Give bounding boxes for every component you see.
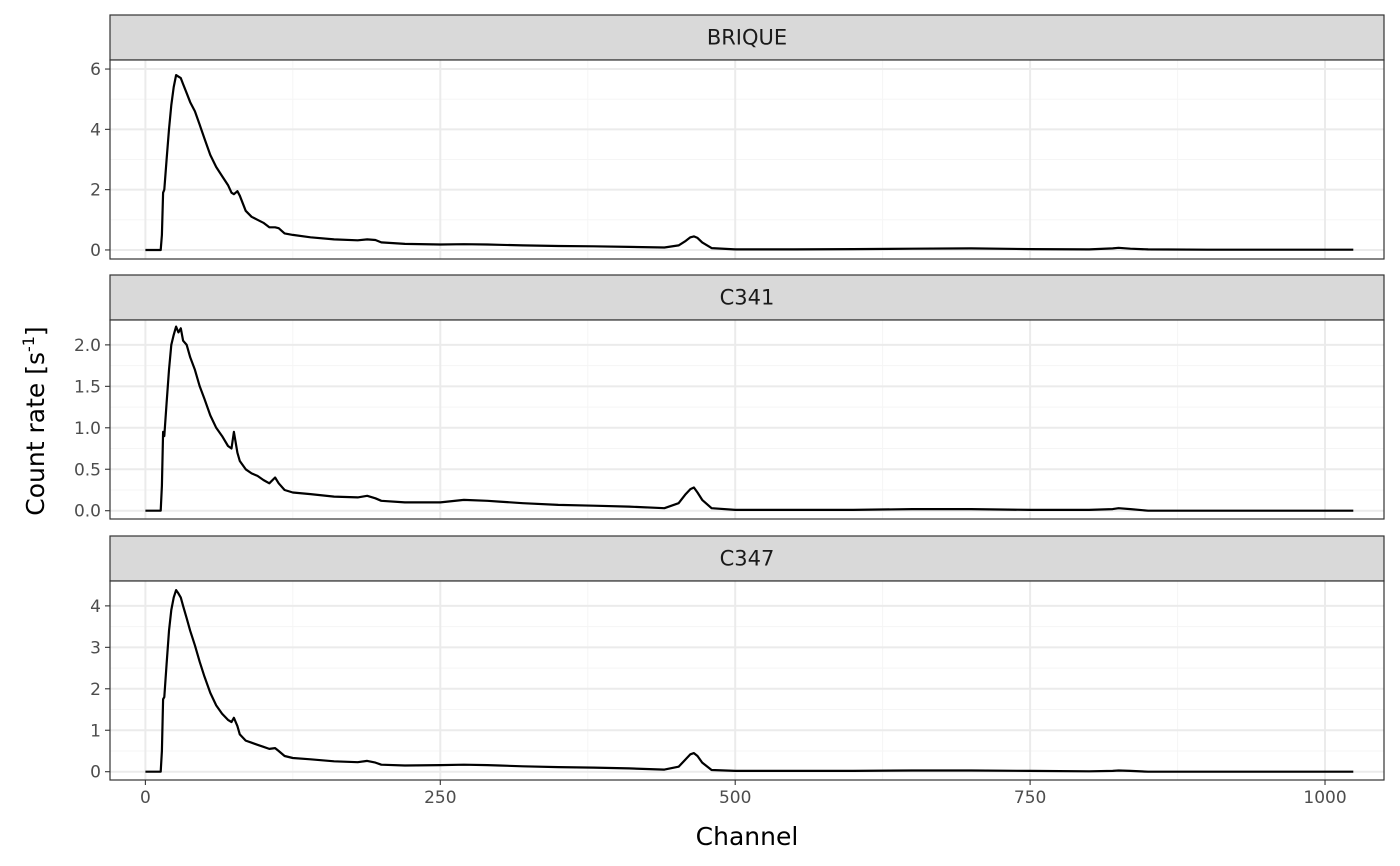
y-axis-title-close: ] <box>21 326 50 336</box>
panel-border <box>109 580 1385 781</box>
y-tick-label: 0 <box>90 763 101 783</box>
y-tick-label: 0.0 <box>74 502 101 522</box>
y-tick-label: 2 <box>90 181 101 201</box>
x-tick-label: 250 <box>424 788 456 808</box>
y-tick-label: 2.0 <box>74 336 101 356</box>
y-tick-label: 2 <box>90 680 101 700</box>
facet-strip <box>109 535 1385 582</box>
facet-strip-label: C347 <box>720 547 775 571</box>
facet-strip-label: BRIQUE <box>707 26 787 50</box>
facet-brique: BRIQUE 0 2 4 6 <box>90 14 1385 261</box>
series-line-brique <box>145 74 1354 252</box>
panel-background <box>110 320 1384 519</box>
facet-panels: BRIQUE 0 2 4 6 C341 0.0 0.5 1.0 1.5 2.0 C347 0 1 2 3 4 <box>74 14 1385 783</box>
y-tick-label: 3 <box>90 638 101 658</box>
facet-c341: C341 0.0 0.5 1.0 1.5 2.0 <box>74 274 1385 522</box>
y-tick-label: 0.5 <box>74 460 101 480</box>
facet-strip <box>109 274 1385 321</box>
y-tick-label: 1.5 <box>74 377 101 397</box>
x-axis: 0 250 500 750 1000 <box>140 780 1347 808</box>
facet-strip <box>109 14 1385 61</box>
x-tick-label: 0 <box>140 788 151 808</box>
x-axis-title: Channel <box>696 822 799 851</box>
panel-background <box>110 581 1384 780</box>
x-tick-label: 1000 <box>1303 788 1346 808</box>
series-line-c341 <box>145 325 1354 512</box>
x-tick-label: 500 <box>719 788 751 808</box>
panel-border <box>109 319 1385 520</box>
y-tick-label: 1 <box>90 721 101 741</box>
y-tick-label: 4 <box>90 120 101 140</box>
series-line-c347 <box>145 589 1354 773</box>
y-axis-title: Count rate [s-1] <box>19 326 50 515</box>
panel-border <box>109 59 1385 260</box>
y-tick-label: 0 <box>90 241 101 261</box>
facet-c347: C347 0 1 2 3 4 <box>90 535 1385 783</box>
y-tick-label: 4 <box>90 597 101 617</box>
y-tick-label: 1.0 <box>74 419 101 439</box>
x-tick-label: 750 <box>1014 788 1046 808</box>
facet-strip-label: C341 <box>720 286 775 310</box>
y-axis-title-text: Count rate [s <box>21 352 50 516</box>
y-axis-title-superscript: -1 <box>19 336 38 352</box>
y-tick-label: 6 <box>90 60 101 80</box>
